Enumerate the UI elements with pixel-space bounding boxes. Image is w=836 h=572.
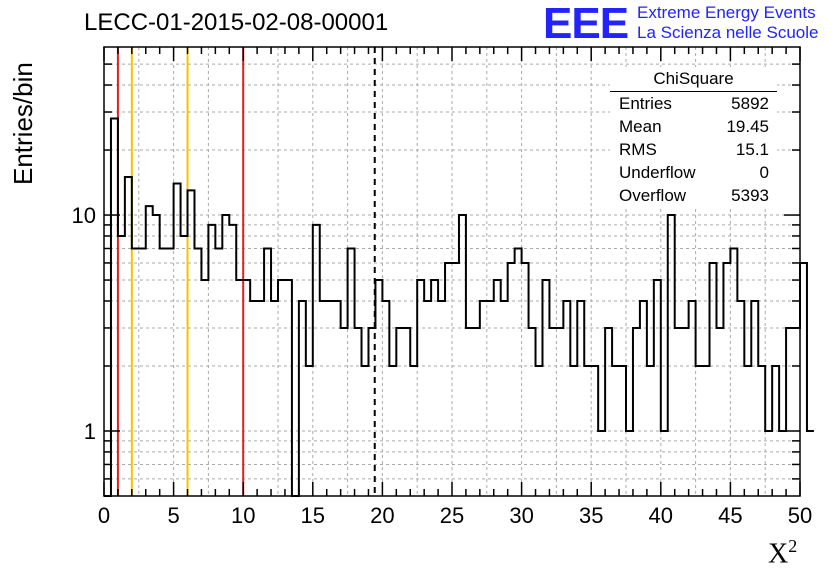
x-tick-label: 5	[167, 503, 179, 528]
stats-value: 19.45	[726, 117, 769, 136]
x-axis-label-superscript: 2	[788, 536, 798, 556]
x-tick-label: 45	[718, 503, 742, 528]
plot-border	[103, 46, 801, 497]
stats-label: Overflow	[619, 186, 687, 205]
stats-value: 0	[759, 163, 769, 182]
x-axis-label: X2	[768, 536, 797, 570]
logo-line-1: Extreme Energy Events	[637, 3, 816, 22]
axes: 0 5 10 15 20 25 30 35 40 45 50 1 10	[72, 47, 812, 528]
stats-label: Underflow	[619, 163, 696, 182]
x-tick-label: 25	[440, 503, 464, 528]
stats-row: Overflow 5393	[610, 184, 777, 207]
x-axis-label-base: X	[768, 538, 789, 570]
x-tick-label: 50	[788, 503, 812, 528]
logo-line-2: La Scienza nelle Scuole	[637, 23, 819, 42]
stats-title: ChiSquare	[610, 67, 777, 92]
x-tick-label: 20	[370, 503, 394, 528]
stats-row: Underflow 0	[610, 161, 777, 184]
y-tick-label: 10	[72, 203, 96, 228]
x-tick-label: 0	[98, 503, 110, 528]
stats-value: 5892	[731, 94, 769, 113]
stats-label: Entries	[619, 94, 672, 113]
x-tick-label: 35	[579, 503, 603, 528]
x-tick-label: 30	[509, 503, 533, 528]
x-tick-label: 10	[231, 503, 255, 528]
stats-row: RMS 15.1	[610, 138, 777, 161]
y-tick-label: 1	[84, 419, 96, 444]
stats-label: RMS	[619, 140, 657, 159]
eee-logo: EEE	[543, 0, 629, 48]
stats-row: Mean 19.45	[610, 115, 777, 138]
x-tick-label: 40	[649, 503, 673, 528]
stats-row: Entries 5892	[610, 92, 777, 115]
stats-label: Mean	[619, 117, 662, 136]
reference-lines	[116, 47, 376, 496]
stats-box: ChiSquare Entries 5892 Mean 19.45 RMS 15.1 …	[610, 67, 777, 207]
y-axis-label: Entries/bin	[8, 62, 38, 185]
stats-value: 15.1	[735, 140, 769, 159]
stats-value: 5393	[731, 186, 769, 205]
histogram-line	[104, 117, 814, 497]
plot-title: LECC-01-2015-02-08-00001	[84, 9, 389, 36]
x-tick-label: 15	[301, 503, 325, 528]
